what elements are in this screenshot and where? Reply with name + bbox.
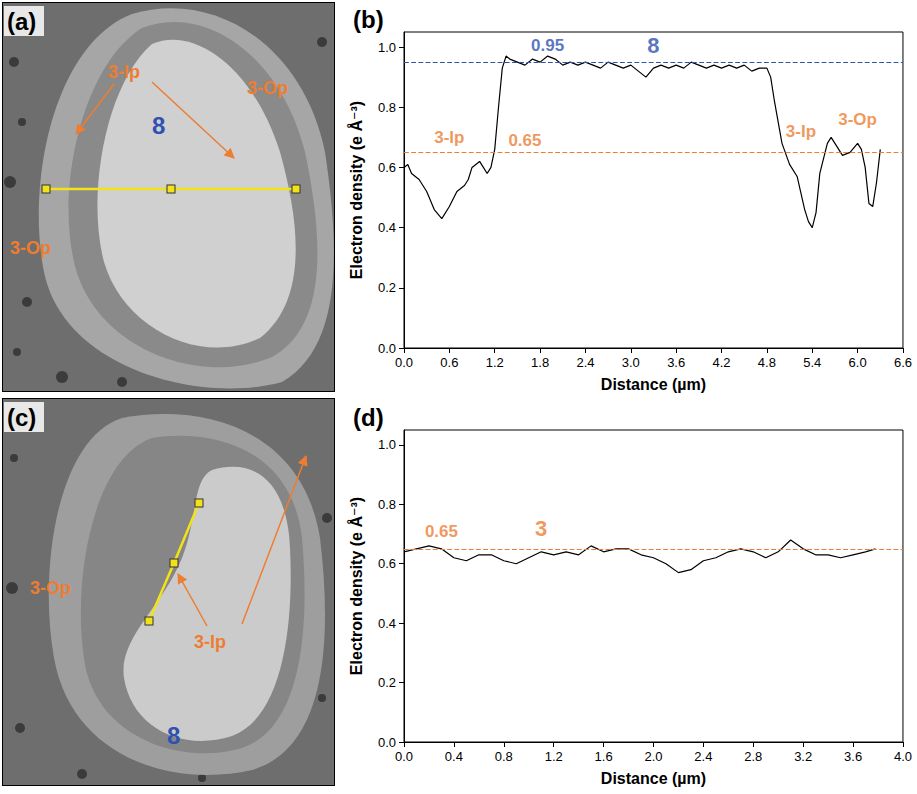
svg-text:8: 8 (167, 722, 180, 749)
svg-text:2.4: 2.4 (576, 355, 594, 370)
svg-text:0.8: 0.8 (378, 100, 396, 115)
svg-text:4.8: 4.8 (758, 355, 776, 370)
svg-text:(c): (c) (7, 404, 36, 431)
svg-text:1.0: 1.0 (378, 40, 396, 55)
svg-text:1.8: 1.8 (531, 355, 549, 370)
svg-text:0.4: 0.4 (445, 749, 463, 764)
svg-text:2.4: 2.4 (694, 749, 712, 764)
svg-text:3.6: 3.6 (667, 355, 685, 370)
svg-text:Distance (µm): Distance (µm) (601, 770, 706, 787)
svg-text:0.2: 0.2 (378, 675, 396, 690)
svg-text:0.2: 0.2 (378, 280, 396, 295)
svg-text:2.0: 2.0 (644, 749, 662, 764)
svg-text:3-Op: 3-Op (10, 238, 51, 258)
svg-text:2.8: 2.8 (744, 749, 762, 764)
svg-text:0.95: 0.95 (531, 36, 564, 55)
svg-text:(b): (b) (353, 6, 384, 33)
svg-text:3-Ip: 3-Ip (786, 122, 816, 141)
svg-text:3-Ip: 3-Ip (434, 128, 464, 147)
svg-text:(a): (a) (7, 8, 36, 35)
svg-text:Distance (µm): Distance (µm) (601, 376, 706, 393)
svg-text:0.6: 0.6 (378, 556, 396, 571)
svg-text:8: 8 (152, 112, 165, 139)
svg-text:3-Ip: 3-Ip (194, 632, 226, 652)
svg-text:0.0: 0.0 (395, 355, 413, 370)
svg-text:0.0: 0.0 (378, 735, 396, 750)
svg-text:6.6: 6.6 (894, 355, 912, 370)
svg-text:5.4: 5.4 (803, 355, 821, 370)
svg-text:3-Op: 3-Op (247, 78, 288, 98)
svg-text:3-Op: 3-Op (30, 578, 71, 598)
svg-text:3.0: 3.0 (622, 355, 640, 370)
svg-text:6.0: 6.0 (849, 355, 867, 370)
svg-text:3.6: 3.6 (844, 749, 862, 764)
svg-text:(d): (d) (353, 404, 384, 431)
svg-text:0.0: 0.0 (395, 749, 413, 764)
svg-text:0.8: 0.8 (495, 749, 513, 764)
svg-text:0.65: 0.65 (508, 131, 541, 150)
svg-text:3-Ip: 3-Ip (108, 62, 140, 82)
svg-text:1.6: 1.6 (595, 749, 613, 764)
svg-text:3: 3 (535, 516, 547, 541)
svg-text:1.0: 1.0 (378, 437, 396, 452)
svg-text:Electron density (e Å⁻³): Electron density (e Å⁻³) (347, 497, 365, 675)
svg-text:0.6: 0.6 (378, 160, 396, 175)
svg-text:3.2: 3.2 (794, 749, 812, 764)
svg-text:Electron density (e Å⁻³): Electron density (e Å⁻³) (347, 101, 365, 279)
svg-text:4.0: 4.0 (894, 749, 912, 764)
svg-text:1.2: 1.2 (486, 355, 504, 370)
svg-text:1.2: 1.2 (545, 749, 563, 764)
svg-text:0.6: 0.6 (440, 355, 458, 370)
svg-text:0.65: 0.65 (425, 522, 458, 541)
svg-text:0.4: 0.4 (378, 616, 396, 631)
svg-text:0.4: 0.4 (378, 220, 396, 235)
svg-text:3-Op: 3-Op (838, 110, 877, 129)
svg-text:4.2: 4.2 (712, 355, 730, 370)
svg-text:0.8: 0.8 (378, 497, 396, 512)
svg-text:0.0: 0.0 (378, 341, 396, 356)
svg-text:8: 8 (647, 33, 659, 58)
